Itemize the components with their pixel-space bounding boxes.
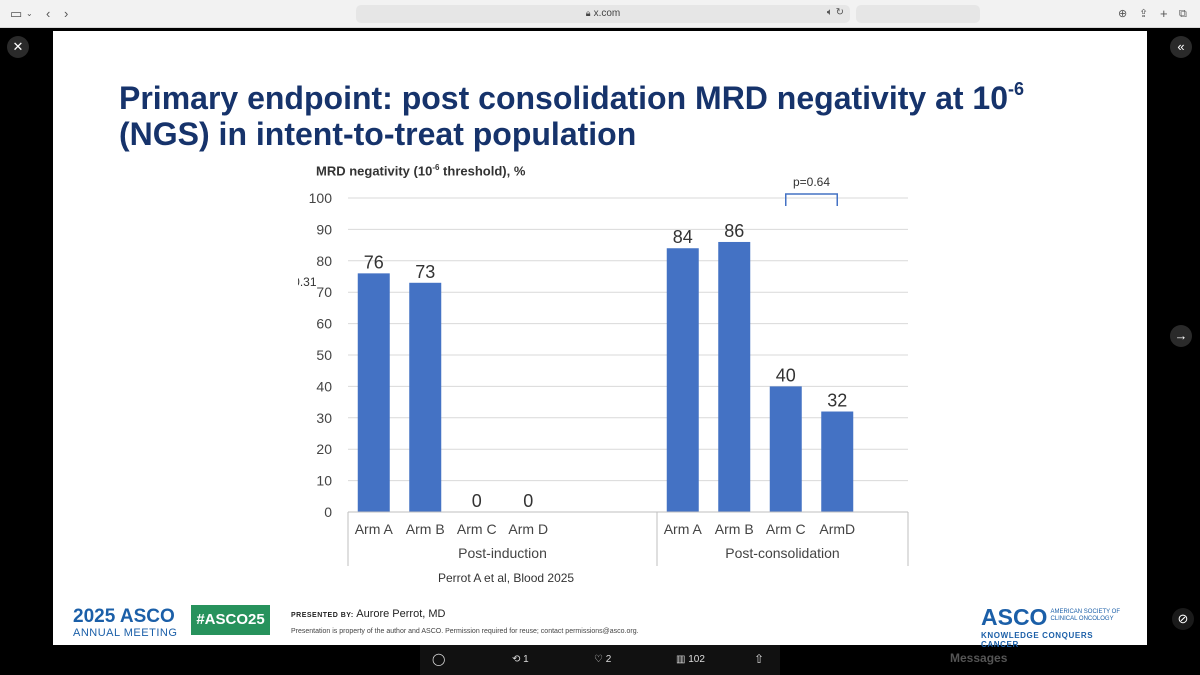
x-tick-label: Arm B — [715, 521, 754, 537]
analytics-icon: ▥ — [676, 654, 686, 665]
new-tab-icon[interactable]: + — [1160, 6, 1168, 21]
slide-title: Primary endpoint: post consolidation MRD… — [119, 79, 1025, 152]
y-tick-label: 30 — [316, 410, 332, 426]
collapse-icon[interactable]: « — [1170, 36, 1192, 58]
data-label: 84 — [673, 227, 693, 247]
sidebar-toggle-icon[interactable]: ▭ — [10, 6, 23, 21]
y-tick-label: 100 — [309, 190, 333, 206]
slide: Primary endpoint: post consolidation MRD… — [53, 31, 1147, 649]
retweet-button[interactable]: ⟲ 1 — [512, 654, 529, 665]
reload-icon[interactable]: 🔈︎ ↻ — [826, 7, 844, 18]
forward-icon[interactable]: › — [64, 6, 69, 21]
data-label: 32 — [827, 391, 847, 411]
hashtag-badge: #ASCO25 — [191, 605, 270, 635]
y-tick-label: 70 — [316, 284, 332, 300]
grok-icon[interactable]: ⊘ — [1172, 608, 1194, 630]
y-axis-label: MRD negativity (10-6 threshold), % — [316, 163, 526, 179]
data-label: 86 — [724, 221, 744, 241]
download-icon[interactable]: ⊕ — [1118, 8, 1128, 20]
x-tick-label: ArmD — [819, 521, 855, 537]
data-label: 0 — [523, 491, 533, 511]
data-label: 73 — [415, 262, 435, 282]
y-tick-label: 0 — [324, 504, 332, 520]
share-post-icon[interactable]: ⇧ — [754, 652, 765, 666]
asco-meeting-logo: 2025 ASCO ANNUAL MEETING — [73, 606, 178, 640]
p-value-label: p=0.64 — [793, 176, 830, 189]
y-tick-label: 20 — [316, 441, 332, 457]
p-value-label: p=0.31 — [298, 275, 317, 289]
bar — [821, 411, 854, 512]
asco-logo: ASCO AMERICAN SOCIETY OF CLINICAL ONCOLOG… — [981, 604, 1121, 649]
y-tick-label: 80 — [316, 253, 332, 269]
property-note: Presentation is property of the author a… — [291, 628, 639, 635]
bar — [357, 273, 390, 512]
x-tick-label: Arm D — [508, 521, 548, 537]
data-label: 40 — [776, 365, 796, 385]
bar — [666, 248, 699, 512]
x-tick-label: Arm C — [457, 521, 497, 537]
lock-icon: 🔒︎ — [585, 8, 591, 18]
data-label: 76 — [364, 252, 384, 272]
back-icon[interactable]: ‹ — [46, 6, 51, 21]
address-bar[interactable]: 🔒︎ x.com 🔈︎ ↻ — [356, 5, 850, 23]
browser-toolbar: ▭ ⌄ ‹ › 🔒︎ x.com 🔈︎ ↻ ⊕ ⇪ + ⧉ — [0, 0, 1200, 28]
presenter: PRESENTED BY: Aurore Perrot, MD — [291, 608, 446, 620]
y-tick-label: 10 — [316, 473, 332, 489]
y-tick-label: 60 — [316, 316, 332, 332]
like-button[interactable]: ♡ 2 — [594, 654, 612, 665]
x-tick-label: Arm A — [355, 521, 394, 537]
data-label: 0 — [472, 491, 482, 511]
heart-icon: ♡ — [594, 654, 603, 665]
bar-chart: 0 10 20 30 40 50 60 70 80 90 100 76 Arm A 73 Arm B 0 Arm… — [298, 176, 909, 566]
reply-icon[interactable]: ◯ — [432, 652, 446, 666]
next-arrow-icon[interactable]: → — [1170, 325, 1192, 347]
group-label: Post-induction — [458, 545, 547, 561]
chevron-down-icon[interactable]: ⌄ — [26, 9, 33, 18]
group-label: Post-consolidation — [725, 545, 839, 561]
bar — [769, 386, 802, 512]
bar — [718, 241, 751, 512]
share-icon[interactable]: ⇪ — [1139, 8, 1149, 20]
extension-bar — [856, 5, 980, 23]
messages-label[interactable]: Messages — [950, 651, 1008, 665]
bar — [409, 282, 442, 512]
y-tick-label: 40 — [316, 378, 332, 394]
x-tick-label: Arm A — [664, 521, 703, 537]
x-tick-label: Arm B — [406, 521, 445, 537]
url-text: x.com — [593, 8, 621, 19]
post-action-bar: ◯ ⟲ 1 ♡ 2 ▥ 102 ⇧ — [420, 645, 780, 675]
citation: Perrot A et al, Blood 2025 — [438, 571, 575, 585]
close-icon[interactable]: ✕ — [7, 36, 29, 58]
x-tick-label: Arm C — [766, 521, 806, 537]
views-button[interactable]: ▥ 102 — [676, 654, 705, 665]
retweet-icon: ⟲ — [512, 654, 521, 665]
y-tick-label: 50 — [316, 347, 332, 363]
p-value-bracket — [785, 193, 838, 206]
tabs-overview-icon[interactable]: ⧉ — [1179, 8, 1187, 20]
y-tick-label: 90 — [316, 221, 332, 237]
